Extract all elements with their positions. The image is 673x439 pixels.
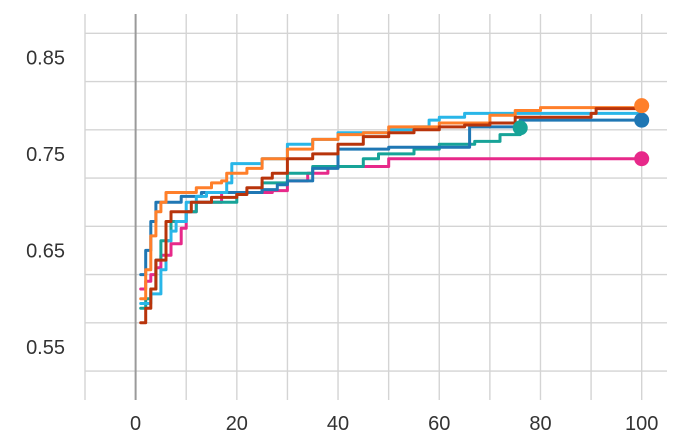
y-tick-label-1: 0.65 [26,240,65,262]
x-tick-label-2: 40 [327,413,349,435]
series-line-2 [139,118,644,277]
x-tick-label-4: 80 [529,413,551,435]
series-line-4 [139,104,644,301]
series-end-markers [512,98,650,167]
tick-labels: 0 20 40 60 80 100 0.55 0.65 0.75 0.85 [26,47,658,435]
x-tick-label-5: 100 [625,413,658,435]
y-tick-label-3: 0.85 [26,47,65,69]
x-tick-label-0: 0 [130,413,141,435]
series-end-point-0 [634,151,650,167]
grid [84,14,667,400]
series-end-point-2 [634,112,650,128]
y-tick-label-0: 0.55 [26,337,65,359]
x-tick-label-1: 20 [226,413,248,435]
y-tick-label-2: 0.75 [26,144,65,166]
series-lines [139,104,644,325]
series-end-point-4 [634,98,650,114]
series-end-point-1 [512,120,528,136]
series-line-5 [139,107,644,325]
x-tick-label-3: 60 [428,413,450,435]
